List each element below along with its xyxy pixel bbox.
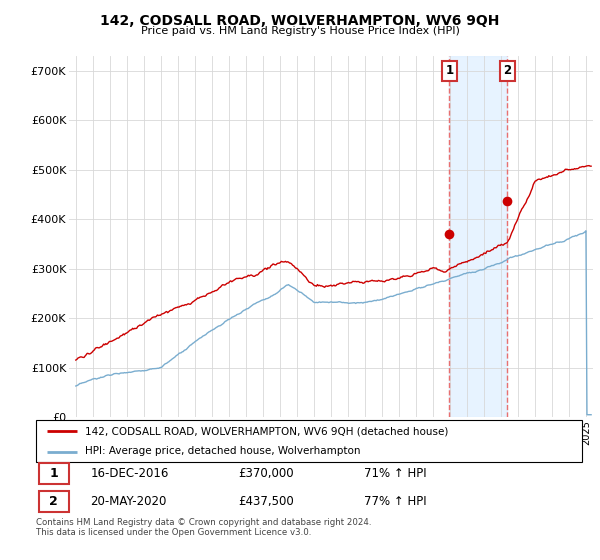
Text: 142, CODSALL ROAD, WOLVERHAMPTON, WV6 9QH (detached house): 142, CODSALL ROAD, WOLVERHAMPTON, WV6 9Q… bbox=[85, 426, 449, 436]
Text: 16-DEC-2016: 16-DEC-2016 bbox=[91, 466, 169, 479]
Text: HPI: Average price, detached house, Wolverhampton: HPI: Average price, detached house, Wolv… bbox=[85, 446, 361, 456]
Text: 77% ↑ HPI: 77% ↑ HPI bbox=[364, 495, 426, 508]
Text: £437,500: £437,500 bbox=[238, 495, 294, 508]
Text: 2: 2 bbox=[49, 495, 58, 508]
Bar bbox=[39, 491, 69, 512]
Text: 1: 1 bbox=[49, 466, 58, 479]
Bar bbox=[449, 56, 508, 417]
Text: Contains HM Land Registry data © Crown copyright and database right 2024.
This d: Contains HM Land Registry data © Crown c… bbox=[36, 518, 371, 538]
Text: 2: 2 bbox=[503, 64, 511, 77]
Text: Price paid vs. HM Land Registry's House Price Index (HPI): Price paid vs. HM Land Registry's House … bbox=[140, 26, 460, 36]
Text: 142, CODSALL ROAD, WOLVERHAMPTON, WV6 9QH: 142, CODSALL ROAD, WOLVERHAMPTON, WV6 9Q… bbox=[100, 14, 500, 28]
Bar bbox=[39, 463, 69, 484]
Text: 1: 1 bbox=[445, 64, 454, 77]
Text: 71% ↑ HPI: 71% ↑ HPI bbox=[364, 466, 426, 479]
Text: £370,000: £370,000 bbox=[238, 466, 293, 479]
Text: 20-MAY-2020: 20-MAY-2020 bbox=[91, 495, 167, 508]
